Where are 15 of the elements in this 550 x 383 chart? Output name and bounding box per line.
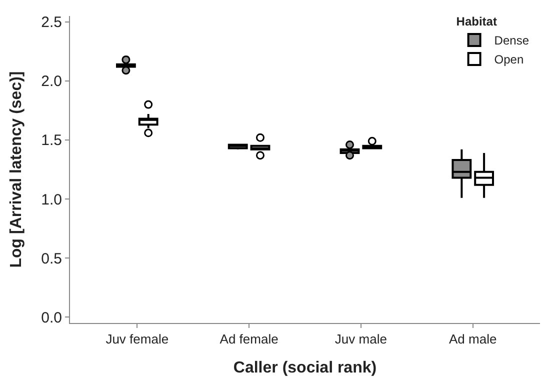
x-tick-label: Juv male [334, 332, 387, 347]
y-tick-label: 1.5 [41, 132, 62, 150]
y-axis-title: Log [Arrival latency (sec)] [8, 71, 26, 268]
x-tick-label: Ad female [220, 332, 278, 347]
legend-label: Open [494, 52, 524, 67]
x-axis-title: Caller (social rank) [233, 359, 377, 376]
legend-title: Habitat [456, 14, 497, 28]
y-tick-label: 2.5 [41, 14, 62, 32]
x-tick-label: Juv female [106, 332, 169, 347]
y-tick-label: 2.0 [41, 73, 62, 90]
legend-label: Dense [494, 34, 530, 48]
y-tick-label: 1.0 [41, 191, 62, 208]
x-tick-label: Ad male [449, 332, 497, 347]
y-tick-label: 0.5 [41, 250, 62, 268]
y-tick-label: 0.0 [41, 309, 62, 326]
